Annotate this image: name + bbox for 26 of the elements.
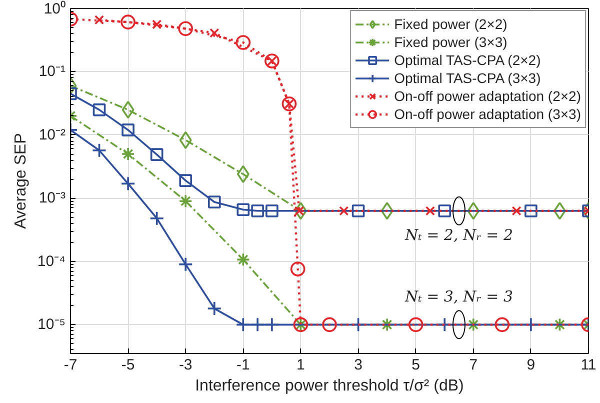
y-tick-label: 10⁻¹ <box>38 63 66 80</box>
annotation: Nₜ = 2, Nᵣ = 2 <box>404 226 514 244</box>
x-tick-label: -5 <box>121 356 135 374</box>
x-tick-label: 11 <box>580 356 596 374</box>
y-axis-title: Average SEP <box>12 133 30 229</box>
x-tick-label: -3 <box>178 356 192 374</box>
x-tick-label: 1 <box>296 356 305 374</box>
x-tick-label: 5 <box>412 356 420 374</box>
x-tick-label: 9 <box>526 356 536 374</box>
y-tick-label: 10⁻² <box>38 126 66 144</box>
y-tick-label: 10⁻⁵ <box>38 316 66 334</box>
annotation: Nₜ = 3, Nᵣ = 3 <box>404 288 514 306</box>
legend-label: Fixed power (3×3) <box>394 33 508 51</box>
x-tick-label: -1 <box>236 356 250 374</box>
legend-label: On-off power adaptation (2×2) <box>394 87 581 105</box>
legend-label: On-off power adaptation (3×3) <box>394 105 581 123</box>
x-tick-label: 7 <box>469 356 478 374</box>
legend-label: Optimal TAS-CPA (2×2) <box>394 51 541 69</box>
y-tick-label: 10⁻³ <box>38 190 66 207</box>
y-tick-label: 10⁻⁴ <box>37 252 66 270</box>
y-tick-label: 10⁰ <box>44 0 66 18</box>
legend-label: Optimal TAS-CPA (3×3) <box>394 69 541 87</box>
x-tick-label: 3 <box>354 356 362 374</box>
x-tick-label: -7 <box>64 356 78 374</box>
legend-label: Fixed power (2×2) <box>394 15 508 33</box>
x-axis-title: Interference power threshold τ/σ² (dB) <box>195 378 464 394</box>
